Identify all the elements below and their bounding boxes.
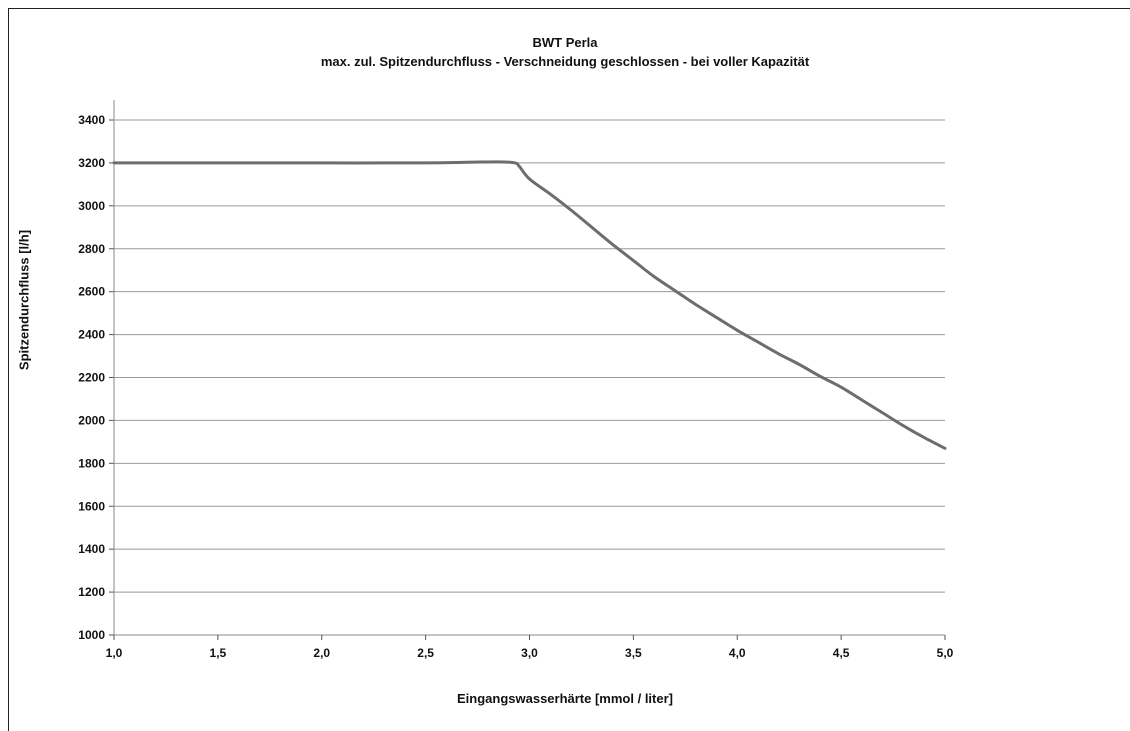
series-line bbox=[112, 160, 947, 450]
x-tick-label: 1,0 bbox=[106, 646, 123, 660]
x-tick-label: 4,0 bbox=[729, 646, 746, 660]
x-tick-label: 4,5 bbox=[833, 646, 850, 660]
y-tick-label: 2600 bbox=[78, 285, 105, 299]
y-tick-label: 1200 bbox=[78, 585, 105, 599]
chart-frame bbox=[8, 8, 1130, 731]
chart-subtitle: max. zul. Spitzendurchfluss - Verschneid… bbox=[320, 54, 810, 69]
y-tick-label: 1000 bbox=[78, 628, 105, 642]
y-tick-label: 3400 bbox=[78, 113, 105, 127]
x-tick-label: 1,5 bbox=[210, 646, 227, 660]
y-tick-label: 2200 bbox=[78, 371, 105, 385]
y-tick-label: 2400 bbox=[78, 328, 105, 342]
x-tick-label: 2,0 bbox=[313, 646, 330, 660]
y-tick-label: 1400 bbox=[78, 542, 105, 556]
y-tick-label: 3200 bbox=[78, 156, 105, 170]
x-tick-label: 3,5 bbox=[625, 646, 642, 660]
y-tick-label: 2800 bbox=[78, 242, 105, 256]
x-axis-label: Eingangswasserhärte [mmol / liter] bbox=[456, 691, 673, 706]
x-tick-label: 5,0 bbox=[937, 646, 954, 660]
x-tick-label: 3,0 bbox=[521, 646, 538, 660]
chart-title: BWT Perla bbox=[532, 35, 598, 50]
y-tick-label: 1800 bbox=[78, 456, 105, 470]
y-tick-label: 3000 bbox=[78, 199, 105, 213]
y-tick-label: 2000 bbox=[78, 413, 105, 427]
x-tick-label: 2,5 bbox=[417, 646, 434, 660]
y-tick-label: 1600 bbox=[78, 499, 105, 513]
